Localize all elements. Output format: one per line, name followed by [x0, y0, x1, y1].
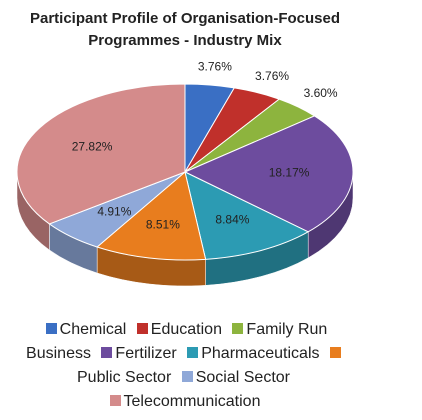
legend-swatch [45, 323, 57, 334]
legend-item: Fertilizer [101, 345, 177, 362]
legend-item: Public Sector [77, 345, 344, 386]
legend-label: Education [150, 321, 222, 338]
slice [96, 171, 207, 261]
legend: Chemical Education Family Run Business F… [10, 318, 360, 414]
legend-item: Pharmaceuticals [187, 345, 320, 362]
slice [16, 83, 186, 225]
legend-label: Telecommunication [123, 393, 261, 410]
legend-swatch [109, 395, 121, 406]
data-label: 3.76% [198, 60, 232, 74]
data-label: 3.76% [255, 69, 289, 83]
data-label: 18.17% [269, 166, 310, 180]
legend-item: Education [136, 321, 222, 338]
legend-item: Social Sector [181, 369, 290, 386]
legend-swatch [181, 371, 193, 382]
legend-label: Fertilizer [115, 345, 177, 362]
slice [183, 115, 354, 233]
legend-label: Public Sector [77, 369, 172, 386]
data-label: 3.60% [304, 86, 338, 100]
slice [184, 171, 310, 260]
data-label: 8.84% [215, 213, 249, 227]
legend-item: Chemical [45, 321, 127, 338]
legend-label: Chemical [59, 321, 127, 338]
legend-swatch [136, 323, 148, 334]
legend-item: Family Run Business [26, 321, 327, 362]
data-label: 8.51% [146, 217, 180, 231]
data-label: 4.91% [97, 204, 131, 218]
data-label: 27.82% [72, 139, 113, 153]
legend-label: Family Run Business [26, 321, 328, 362]
legend-swatch [232, 323, 244, 334]
chart-title: Participant Profile of Organisation-Focu… [29, 10, 341, 49]
legend-item: Telecommunication [109, 393, 261, 410]
legend-swatch [329, 347, 341, 358]
legend-swatch [187, 347, 199, 358]
legend-swatch [101, 347, 113, 358]
legend-label: Social Sector [195, 369, 290, 386]
chart: 3.76% 3.76% 3.60% 18.17% 8.84% 8.51% 4.91% 27.8… [16, 60, 354, 287]
legend-label: Pharmaceuticals [201, 345, 320, 362]
